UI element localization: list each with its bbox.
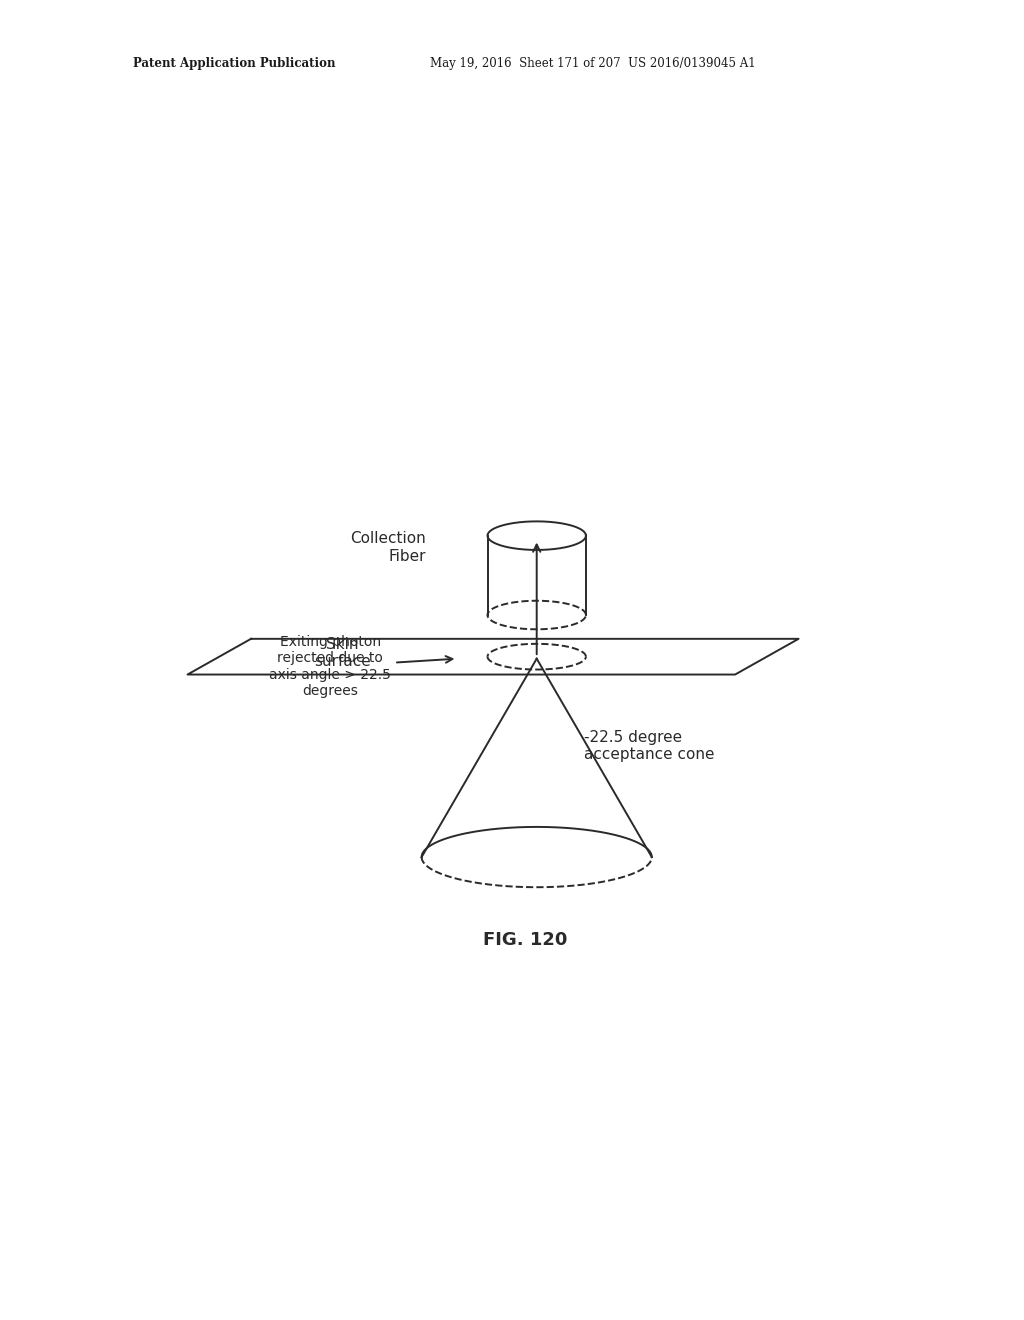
Text: May 19, 2016  Sheet 171 of 207  US 2016/0139045 A1: May 19, 2016 Sheet 171 of 207 US 2016/01…: [430, 57, 756, 70]
Text: Exiting photon
rejected due to
axis angle > 22.5
degrees: Exiting photon rejected due to axis angl…: [269, 635, 453, 698]
Text: Skin
surface: Skin surface: [314, 638, 371, 669]
Text: Patent Application Publication: Patent Application Publication: [133, 57, 336, 70]
Text: Collection
Fiber: Collection Fiber: [350, 532, 426, 564]
Text: -22.5 degree
acceptance cone: -22.5 degree acceptance cone: [585, 730, 715, 762]
Text: FIG. 120: FIG. 120: [482, 932, 567, 949]
